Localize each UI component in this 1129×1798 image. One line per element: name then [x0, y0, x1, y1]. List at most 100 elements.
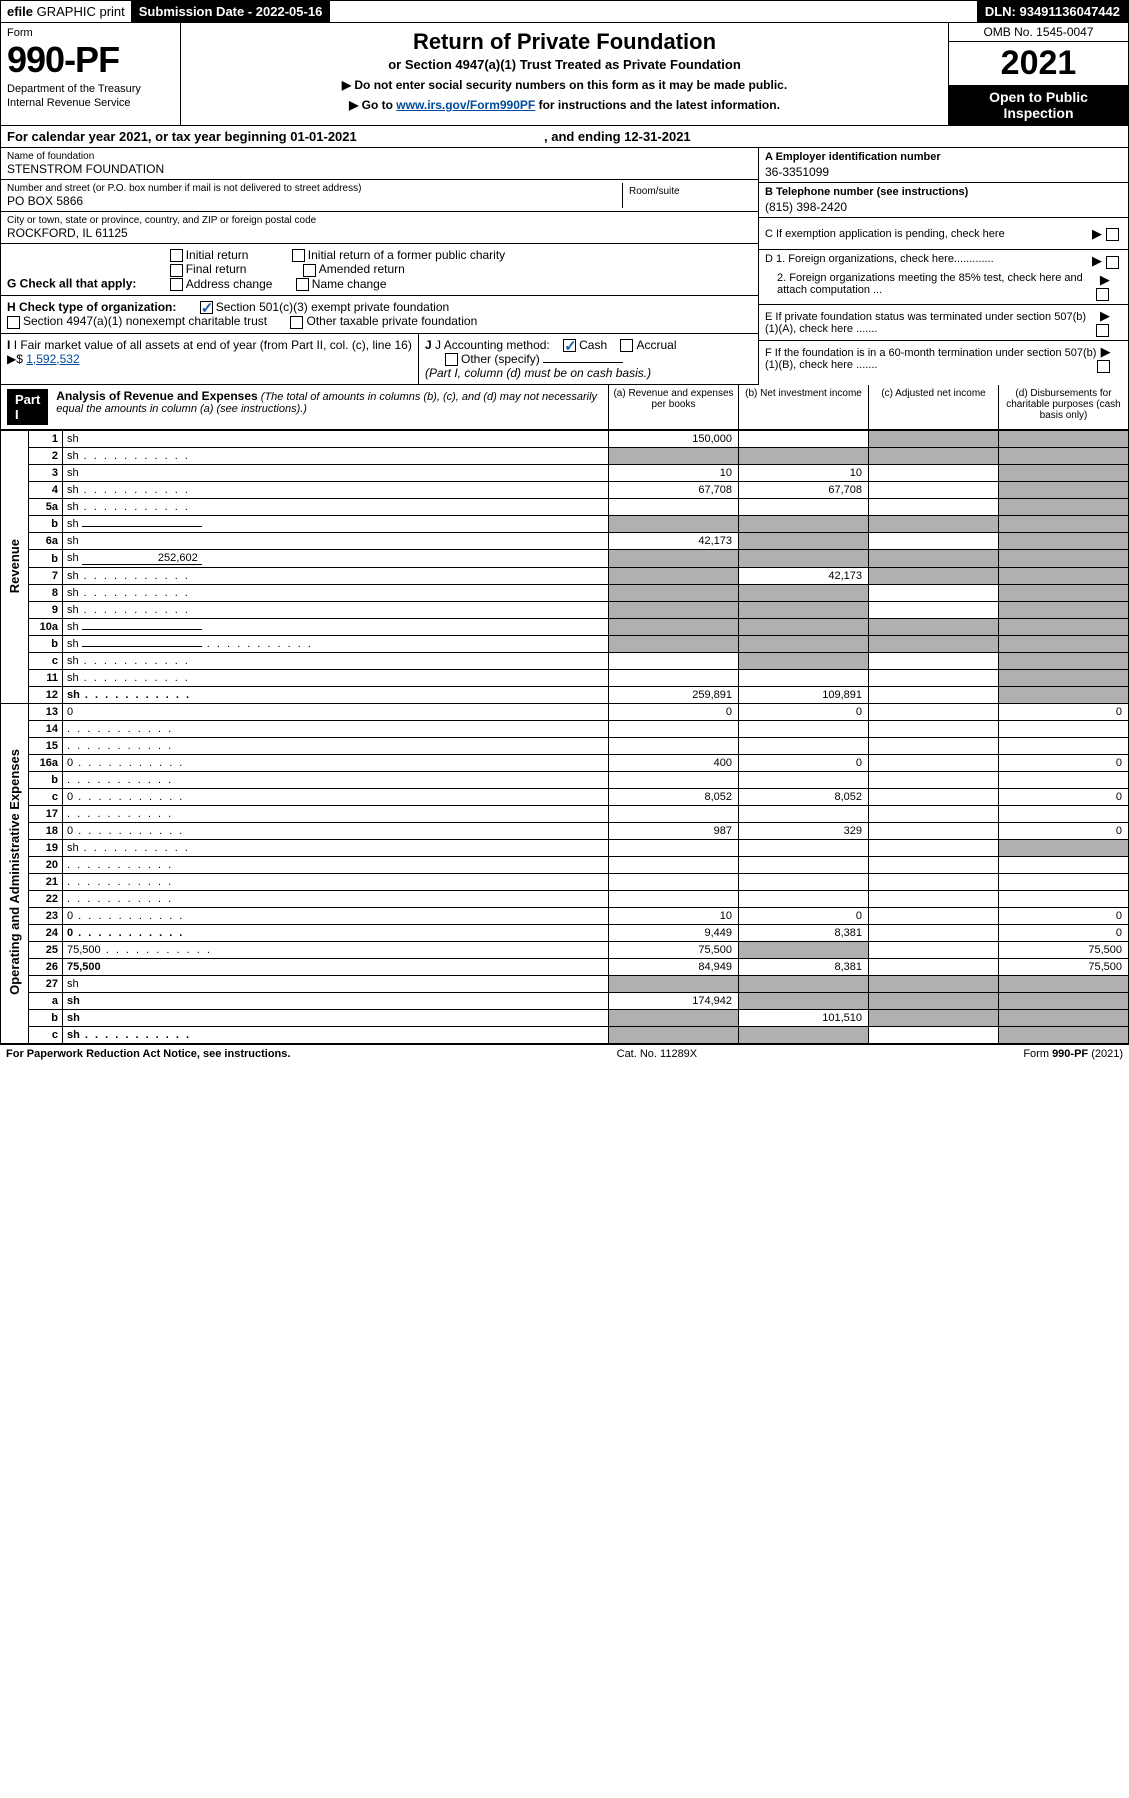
- cell-shaded: [999, 976, 1129, 993]
- cell-shaded: [739, 550, 869, 568]
- h-501c3-check[interactable]: [200, 301, 213, 314]
- cell-shaded: [999, 1027, 1129, 1044]
- submission-date: Submission Date - 2022-05-16: [131, 1, 331, 22]
- line-desc: 0: [63, 908, 609, 925]
- line-desc: 0: [63, 704, 609, 721]
- table-row: 2675,50084,9498,38175,500: [1, 959, 1129, 976]
- line-number: 16a: [29, 755, 63, 772]
- cell-shaded: [609, 976, 739, 993]
- ein-label: A Employer identification number: [765, 151, 1122, 163]
- line-number: 26: [29, 959, 63, 976]
- h-other-check[interactable]: [290, 316, 303, 329]
- cell-shaded: [739, 602, 869, 619]
- table-row: 8sh: [1, 585, 1129, 602]
- j-note: (Part I, column (d) must be on cash basi…: [425, 366, 651, 380]
- calendar-year-row: For calendar year 2021, or tax year begi…: [0, 126, 1129, 148]
- table-row: bsh: [1, 516, 1129, 533]
- amount-cell: 67,708: [609, 482, 739, 499]
- cell-shaded: [609, 1010, 739, 1027]
- line-number: 12: [29, 687, 63, 704]
- h-4947-check[interactable]: [7, 316, 20, 329]
- col-a-header: (a) Revenue and expenses per books: [608, 385, 738, 429]
- amount-cell: [869, 482, 999, 499]
- line-desc: sh: [63, 653, 609, 670]
- cell-shaded: [999, 670, 1129, 687]
- g-final-check[interactable]: [170, 264, 183, 277]
- i-label: I Fair market value of all assets at end…: [14, 338, 412, 352]
- instr-ssn: ▶ Do not enter social security numbers o…: [191, 78, 938, 92]
- line-desc: [63, 857, 609, 874]
- line-number: 10a: [29, 619, 63, 636]
- amount-cell: [869, 908, 999, 925]
- amount-cell: [869, 585, 999, 602]
- line-desc: sh: [63, 499, 609, 516]
- amount-cell: 0: [999, 823, 1129, 840]
- line-number: 14: [29, 721, 63, 738]
- amount-cell: [609, 670, 739, 687]
- expenses-sidelabel: Operating and Administrative Expenses: [1, 704, 29, 1044]
- g-name-check[interactable]: [296, 278, 309, 291]
- d2-label: 2. Foreign organizations meeting the 85%…: [765, 272, 1096, 301]
- cell-shaded: [609, 550, 739, 568]
- g-initial-former-check[interactable]: [292, 249, 305, 262]
- c-check[interactable]: [1106, 228, 1119, 241]
- amount-cell: 101,510: [739, 1010, 869, 1027]
- form-number: 990-PF: [7, 39, 174, 81]
- amount-cell: 10: [609, 908, 739, 925]
- form-title: Return of Private Foundation: [191, 29, 938, 55]
- line-number: 7: [29, 568, 63, 585]
- amount-cell: [869, 789, 999, 806]
- efile-label[interactable]: efile GRAPHIC print: [1, 1, 131, 22]
- g-amended-check[interactable]: [303, 264, 316, 277]
- amount-cell: 0: [609, 704, 739, 721]
- j-other-check[interactable]: [445, 353, 458, 366]
- table-row: 12sh259,891109,891: [1, 687, 1129, 704]
- line-desc: 75,500: [63, 959, 609, 976]
- amount-cell: [609, 874, 739, 891]
- cell-shaded: [739, 653, 869, 670]
- g-initial-check[interactable]: [170, 249, 183, 262]
- cell-shaded: [999, 993, 1129, 1010]
- line-number: 4: [29, 482, 63, 499]
- j-accrual-check[interactable]: [620, 339, 633, 352]
- amount-cell: 0: [999, 925, 1129, 942]
- table-row: 17: [1, 806, 1129, 823]
- amount-cell: 8,052: [739, 789, 869, 806]
- table-row: 22: [1, 891, 1129, 908]
- line-desc: 0: [63, 755, 609, 772]
- line-desc: sh: [63, 636, 609, 653]
- j-cash-check[interactable]: [563, 339, 576, 352]
- amount-cell: [739, 738, 869, 755]
- cell-shaded: [739, 1027, 869, 1044]
- d1-check[interactable]: [1106, 256, 1119, 269]
- table-row: 7sh42,173: [1, 568, 1129, 585]
- ein-value: 36-3351099: [765, 165, 1122, 179]
- e-check[interactable]: [1096, 324, 1109, 337]
- cell-shaded: [999, 533, 1129, 550]
- d2-check[interactable]: [1096, 288, 1109, 301]
- i-fmv-value: 1,592,532: [26, 352, 79, 366]
- amount-cell: [739, 857, 869, 874]
- line-number: c: [29, 1027, 63, 1044]
- cell-shaded: [739, 619, 869, 636]
- line-number: 13: [29, 704, 63, 721]
- cell-shaded: [999, 602, 1129, 619]
- table-row: csh: [1, 653, 1129, 670]
- addr-value: PO BOX 5866: [7, 194, 622, 208]
- f-check[interactable]: [1097, 360, 1110, 373]
- line-number: b: [29, 772, 63, 789]
- line-desc: sh: [63, 993, 609, 1010]
- table-row: 19sh: [1, 840, 1129, 857]
- cell-shaded: [999, 840, 1129, 857]
- line-number: b: [29, 1010, 63, 1027]
- line-number: 18: [29, 823, 63, 840]
- form990pf-link[interactable]: www.irs.gov/Form990PF: [396, 98, 535, 112]
- line-desc: sh: [63, 568, 609, 585]
- line-number: 20: [29, 857, 63, 874]
- phone-value: (815) 398-2420: [765, 200, 1122, 214]
- g-address-check[interactable]: [170, 278, 183, 291]
- amount-cell: [869, 602, 999, 619]
- g-row: G Check all that apply: Initial return I…: [1, 244, 758, 296]
- table-row: 16a040000: [1, 755, 1129, 772]
- amount-cell: [609, 840, 739, 857]
